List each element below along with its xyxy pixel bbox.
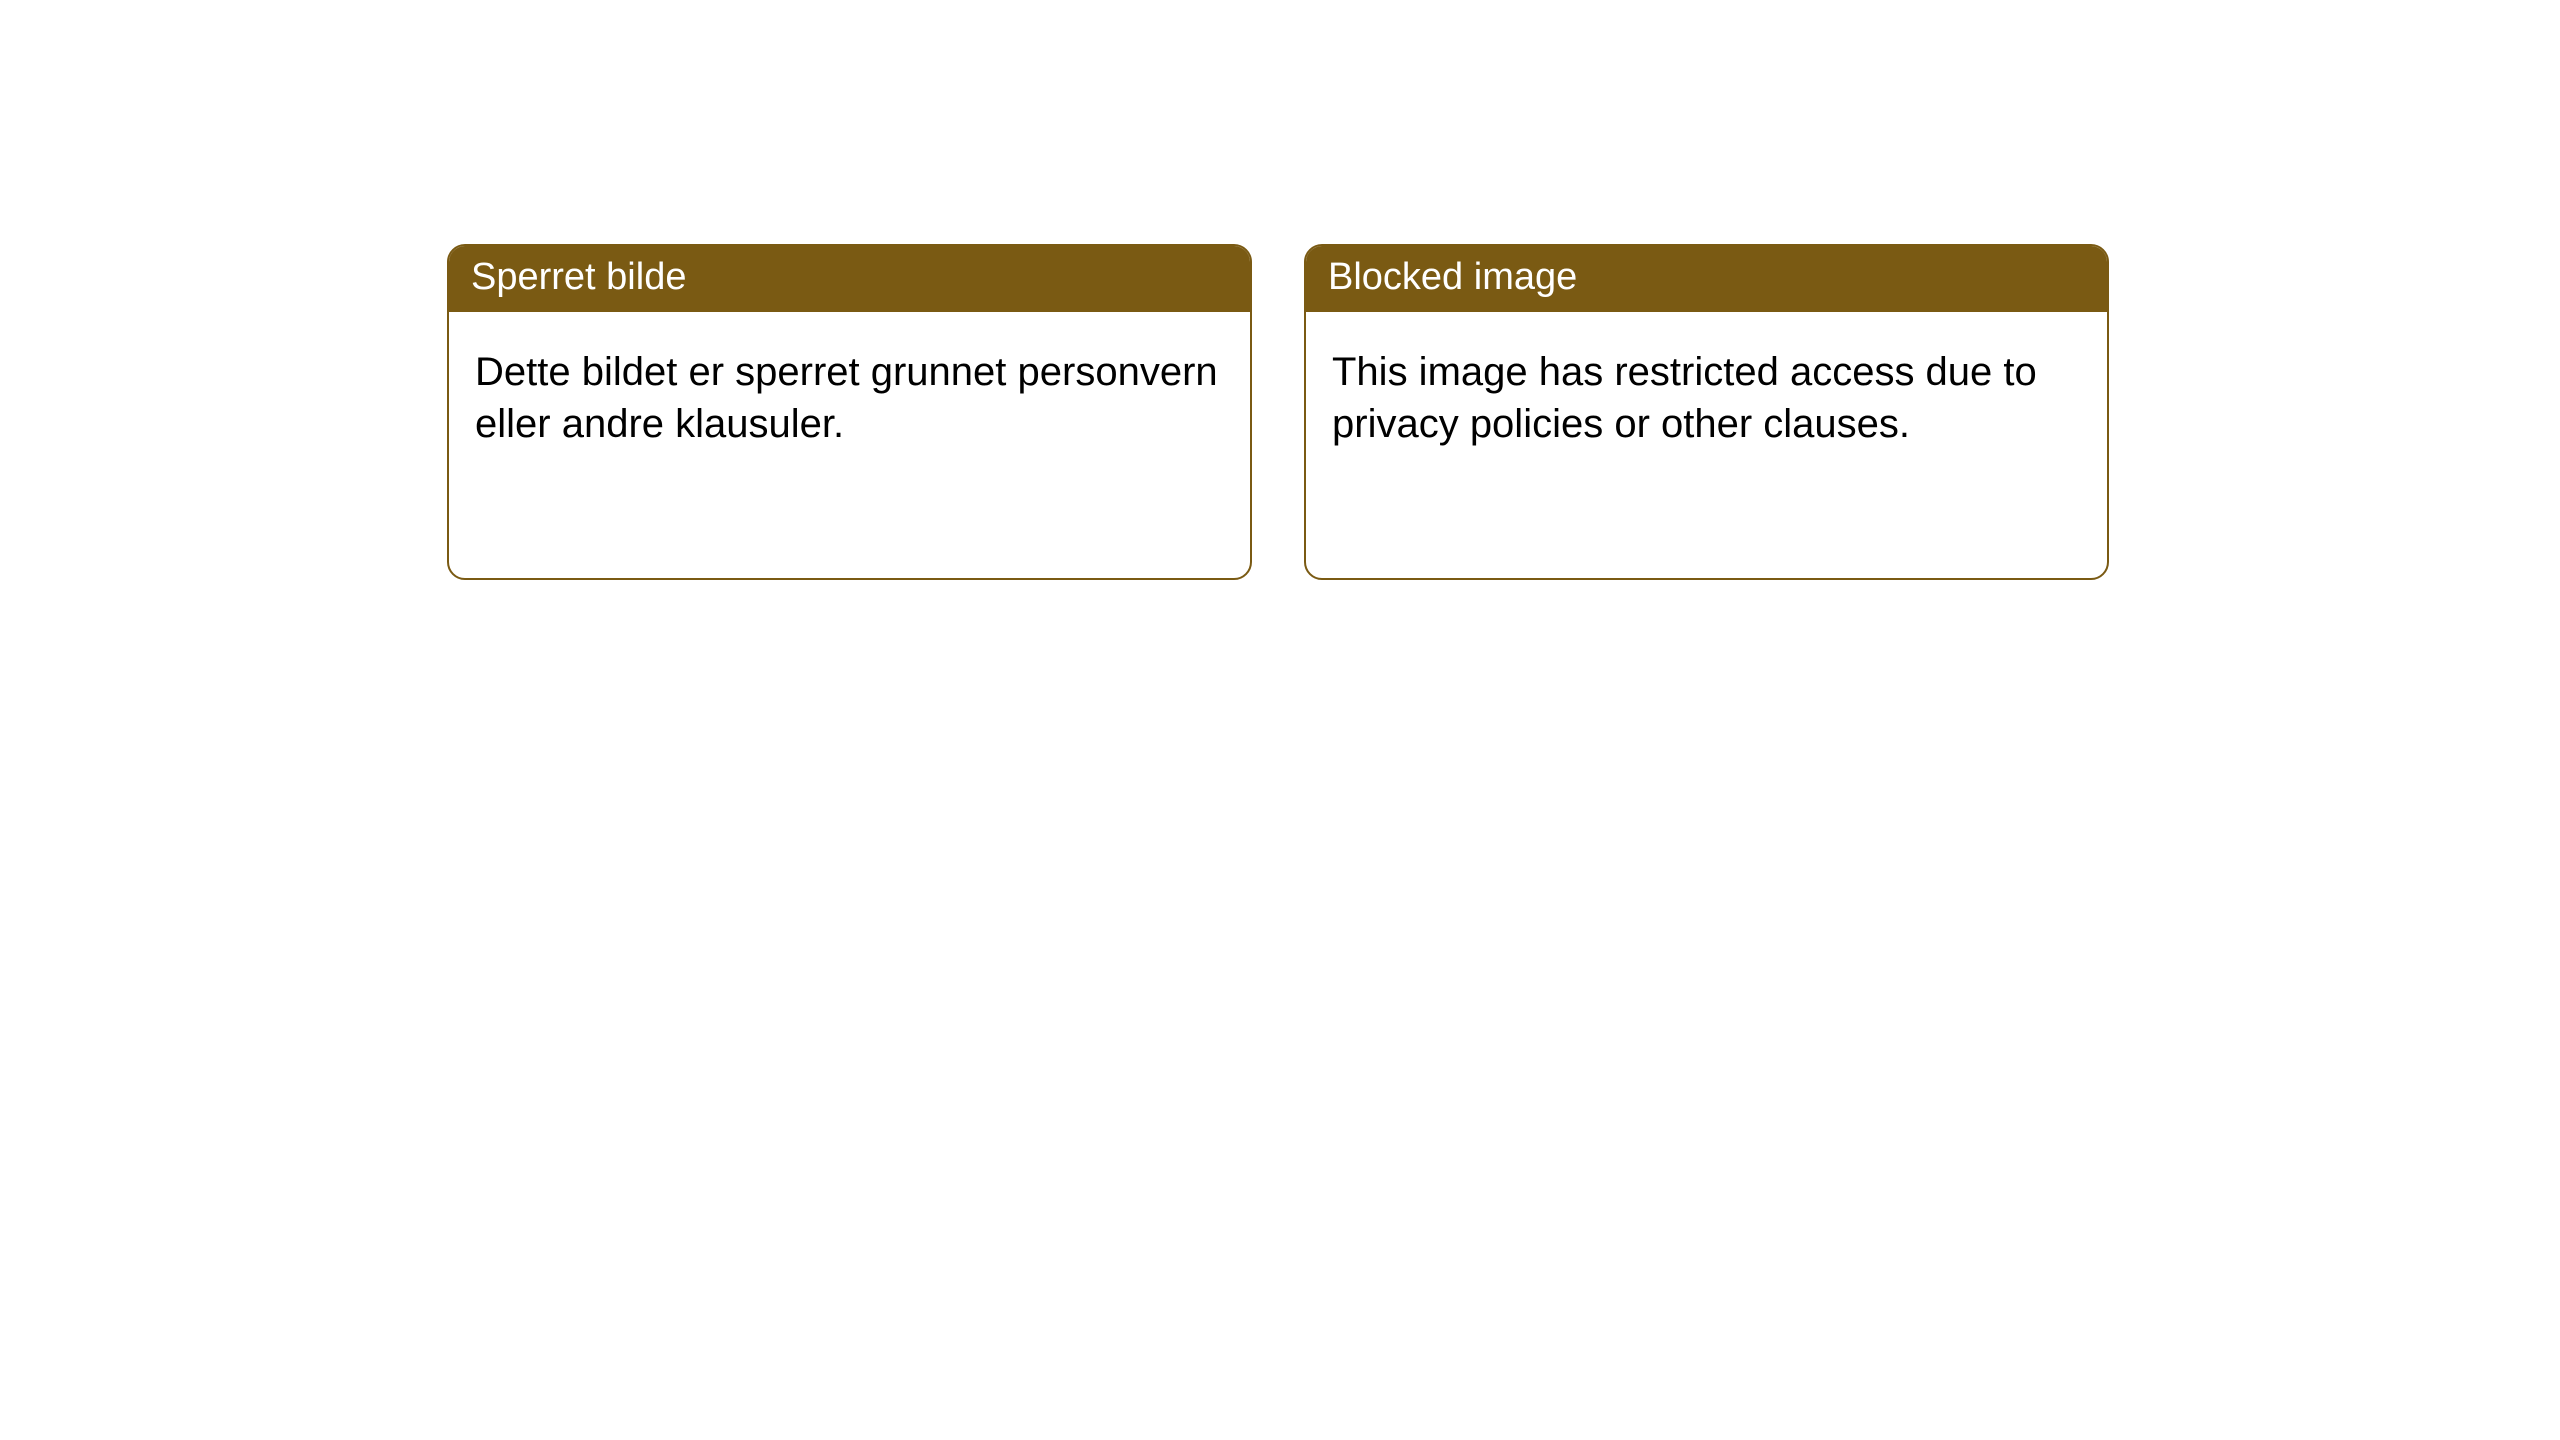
- card-body-en: This image has restricted access due to …: [1306, 312, 2107, 484]
- card-header-no: Sperret bilde: [449, 246, 1250, 312]
- card-header-en: Blocked image: [1306, 246, 2107, 312]
- blocked-image-card-en: Blocked image This image has restricted …: [1304, 244, 2109, 580]
- card-body-no: Dette bildet er sperret grunnet personve…: [449, 312, 1250, 484]
- cards-container: Sperret bilde Dette bildet er sperret gr…: [0, 0, 2560, 580]
- blocked-image-card-no: Sperret bilde Dette bildet er sperret gr…: [447, 244, 1252, 580]
